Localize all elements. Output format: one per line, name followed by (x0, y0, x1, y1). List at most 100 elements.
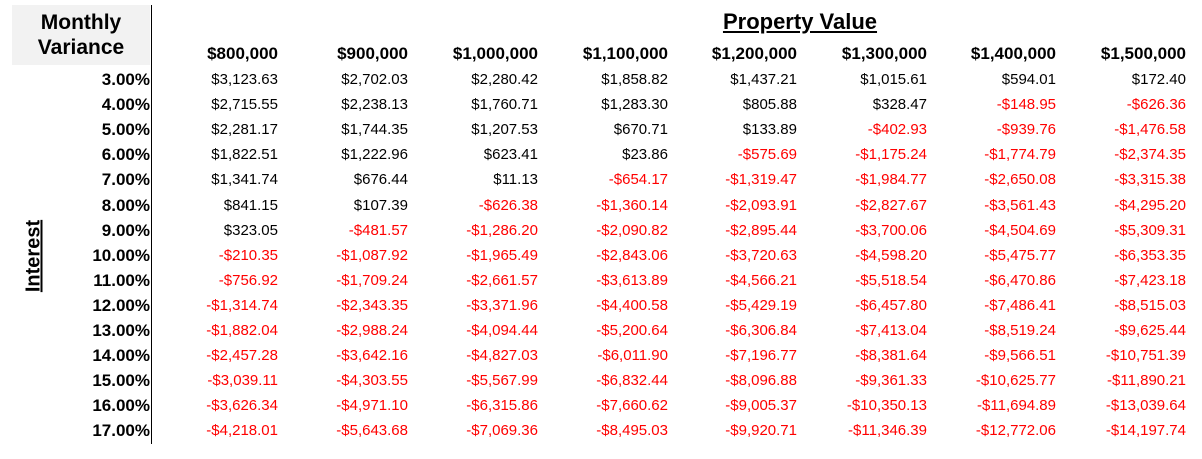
variance-cell[interactable]: -$4,218.01 (206, 422, 278, 440)
variance-cell[interactable]: -$1,175.24 (855, 146, 927, 164)
variance-cell[interactable]: -$2,650.08 (984, 171, 1056, 189)
interest-rate-cell[interactable]: 10.00% (92, 245, 150, 265)
variance-cell[interactable]: -$3,720.63 (725, 246, 797, 264)
interest-rate-cell[interactable]: 11.00% (93, 270, 150, 290)
variance-cell[interactable]: -$2,843.06 (596, 246, 668, 264)
column-header[interactable]: $1,000,000 (452, 44, 538, 63)
interest-rate-cell[interactable]: 9.00% (101, 220, 150, 240)
variance-cell[interactable]: -$3,626.34 (206, 397, 278, 415)
variance-cell[interactable]: -$11,890.21 (1107, 372, 1186, 390)
variance-cell[interactable]: $133.89 (742, 121, 797, 139)
variance-cell[interactable]: $1,760.71 (471, 96, 538, 114)
interest-rate-cell[interactable]: 5.00% (101, 120, 150, 140)
variance-cell[interactable]: -$4,827.03 (466, 347, 538, 365)
variance-cell[interactable]: $623.41 (483, 146, 538, 164)
variance-cell[interactable]: -$14,197.74 (1105, 422, 1186, 440)
variance-cell[interactable]: -$5,475.77 (984, 246, 1056, 264)
variance-cell[interactable]: -$8,495.03 (596, 422, 668, 440)
variance-cell[interactable]: -$939.76 (996, 121, 1056, 139)
variance-cell[interactable]: -$1,314.74 (206, 296, 278, 314)
variance-cell[interactable]: -$9,625.44 (1114, 322, 1186, 339)
variance-cell[interactable]: $3,123.63 (211, 71, 278, 88)
variance-cell[interactable]: -$2,093.91 (725, 196, 797, 214)
variance-cell[interactable]: -$1,476.58 (1114, 121, 1186, 139)
variance-cell[interactable]: -$6,470.86 (984, 271, 1056, 289)
variance-cell[interactable]: $23.86 (622, 146, 668, 164)
interest-rate-cell[interactable]: 3.00% (101, 70, 150, 89)
variance-cell[interactable]: -$1,709.24 (336, 271, 408, 289)
variance-cell[interactable]: -$3,642.16 (336, 347, 408, 365)
variance-cell[interactable]: -$4,504.69 (984, 221, 1056, 239)
variance-cell[interactable]: -$5,643.68 (336, 422, 408, 440)
variance-cell[interactable]: -$9,005.37 (725, 397, 797, 415)
interest-rate-cell[interactable]: 7.00% (101, 170, 150, 190)
interest-rate-cell[interactable]: 14.00% (92, 346, 150, 366)
variance-cell[interactable]: -$2,374.35 (1114, 146, 1186, 164)
variance-cell[interactable]: -$3,561.43 (984, 196, 1056, 214)
column-header[interactable]: $1,300,000 (841, 44, 927, 63)
variance-cell[interactable]: -$8,515.03 (1114, 296, 1186, 314)
variance-cell[interactable]: -$3,613.89 (596, 271, 668, 289)
variance-cell[interactable]: -$8,519.24 (984, 322, 1056, 339)
variance-cell[interactable]: -$4,598.20 (855, 246, 927, 264)
variance-cell[interactable]: -$2,343.35 (336, 296, 408, 314)
variance-cell[interactable]: $670.71 (613, 121, 668, 139)
variance-cell[interactable]: $2,238.13 (341, 96, 408, 114)
variance-cell[interactable]: -$9,920.71 (725, 422, 797, 440)
variance-cell[interactable]: -$3,315.38 (1114, 171, 1186, 189)
property-value-heading[interactable]: Property Value (722, 9, 878, 34)
interest-rate-cell[interactable]: 6.00% (101, 145, 150, 165)
interest-rate-cell[interactable]: 17.00% (92, 421, 150, 441)
variance-cell[interactable]: -$402.93 (867, 121, 927, 139)
variance-cell[interactable]: -$7,486.41 (984, 296, 1056, 314)
variance-cell[interactable]: $2,715.55 (211, 96, 278, 114)
variance-cell[interactable]: -$1,087.92 (336, 246, 408, 264)
variance-cell[interactable]: -$2,661.57 (466, 271, 538, 289)
column-header[interactable]: $800,000 (207, 44, 278, 63)
variance-cell[interactable]: -$3,700.06 (855, 221, 927, 239)
variance-cell[interactable]: -$4,295.20 (1114, 196, 1186, 214)
variance-cell[interactable]: $805.88 (742, 96, 797, 114)
variance-cell[interactable]: -$7,660.62 (596, 397, 668, 415)
variance-cell[interactable]: -$2,090.82 (596, 221, 668, 239)
variance-cell[interactable]: $11.13 (493, 171, 538, 189)
variance-cell[interactable]: -$13,039.64 (1105, 397, 1186, 415)
variance-cell[interactable]: -$1,965.49 (466, 246, 538, 264)
variance-cell[interactable]: -$1,774.79 (984, 146, 1056, 164)
variance-cell[interactable]: -$6,832.44 (596, 372, 668, 390)
variance-cell[interactable]: -$4,400.58 (596, 296, 668, 314)
variance-cell[interactable]: -$4,971.10 (336, 397, 408, 415)
variance-cell[interactable]: $172.40 (1131, 71, 1186, 88)
variance-cell[interactable]: -$6,315.86 (466, 397, 538, 415)
variance-cell[interactable]: -$5,429.19 (725, 296, 797, 314)
variance-cell[interactable]: $594.01 (1001, 71, 1056, 88)
variance-cell[interactable]: -$1,319.47 (725, 171, 797, 189)
variance-cell[interactable]: -$626.36 (1126, 96, 1186, 114)
variance-cell[interactable]: -$10,751.39 (1105, 347, 1186, 365)
variance-cell[interactable]: -$6,011.90 (597, 347, 668, 365)
variance-cell[interactable]: $676.44 (353, 171, 408, 189)
variance-cell[interactable]: -$6,353.35 (1114, 246, 1186, 264)
variance-cell[interactable]: -$481.57 (348, 221, 408, 239)
interest-rate-cell[interactable]: 8.00% (101, 195, 150, 215)
variance-cell[interactable]: -$3,371.96 (466, 296, 538, 314)
variance-cell[interactable]: -$4,094.44 (466, 322, 538, 339)
interest-rate-cell[interactable]: 16.00% (92, 396, 150, 416)
variance-cell[interactable]: -$7,413.04 (855, 322, 927, 339)
variance-cell[interactable]: -$1,984.77 (855, 171, 927, 189)
column-header[interactable]: $1,100,000 (582, 44, 668, 63)
variance-cell[interactable]: -$12,772.06 (975, 422, 1056, 440)
variance-cell[interactable]: -$4,566.21 (725, 271, 797, 289)
variance-cell[interactable]: -$5,567.99 (466, 372, 538, 390)
variance-cell[interactable]: $1,341.74 (211, 171, 278, 189)
variance-cell[interactable]: $1,822.51 (211, 146, 278, 164)
variance-cell[interactable]: -$11,694.89 (977, 397, 1056, 415)
column-header[interactable]: $1,400,000 (970, 44, 1056, 63)
variance-cell[interactable]: $1,744.35 (341, 121, 408, 139)
variance-cell[interactable]: $841.15 (223, 196, 278, 214)
interest-rate-cell[interactable]: 15.00% (92, 371, 150, 391)
variance-cell[interactable]: -$10,350.13 (846, 397, 927, 415)
variance-cell[interactable]: -$2,895.44 (725, 221, 797, 239)
variance-cell[interactable]: -$210.35 (218, 246, 278, 264)
variance-cell[interactable]: $1,283.30 (601, 96, 668, 114)
